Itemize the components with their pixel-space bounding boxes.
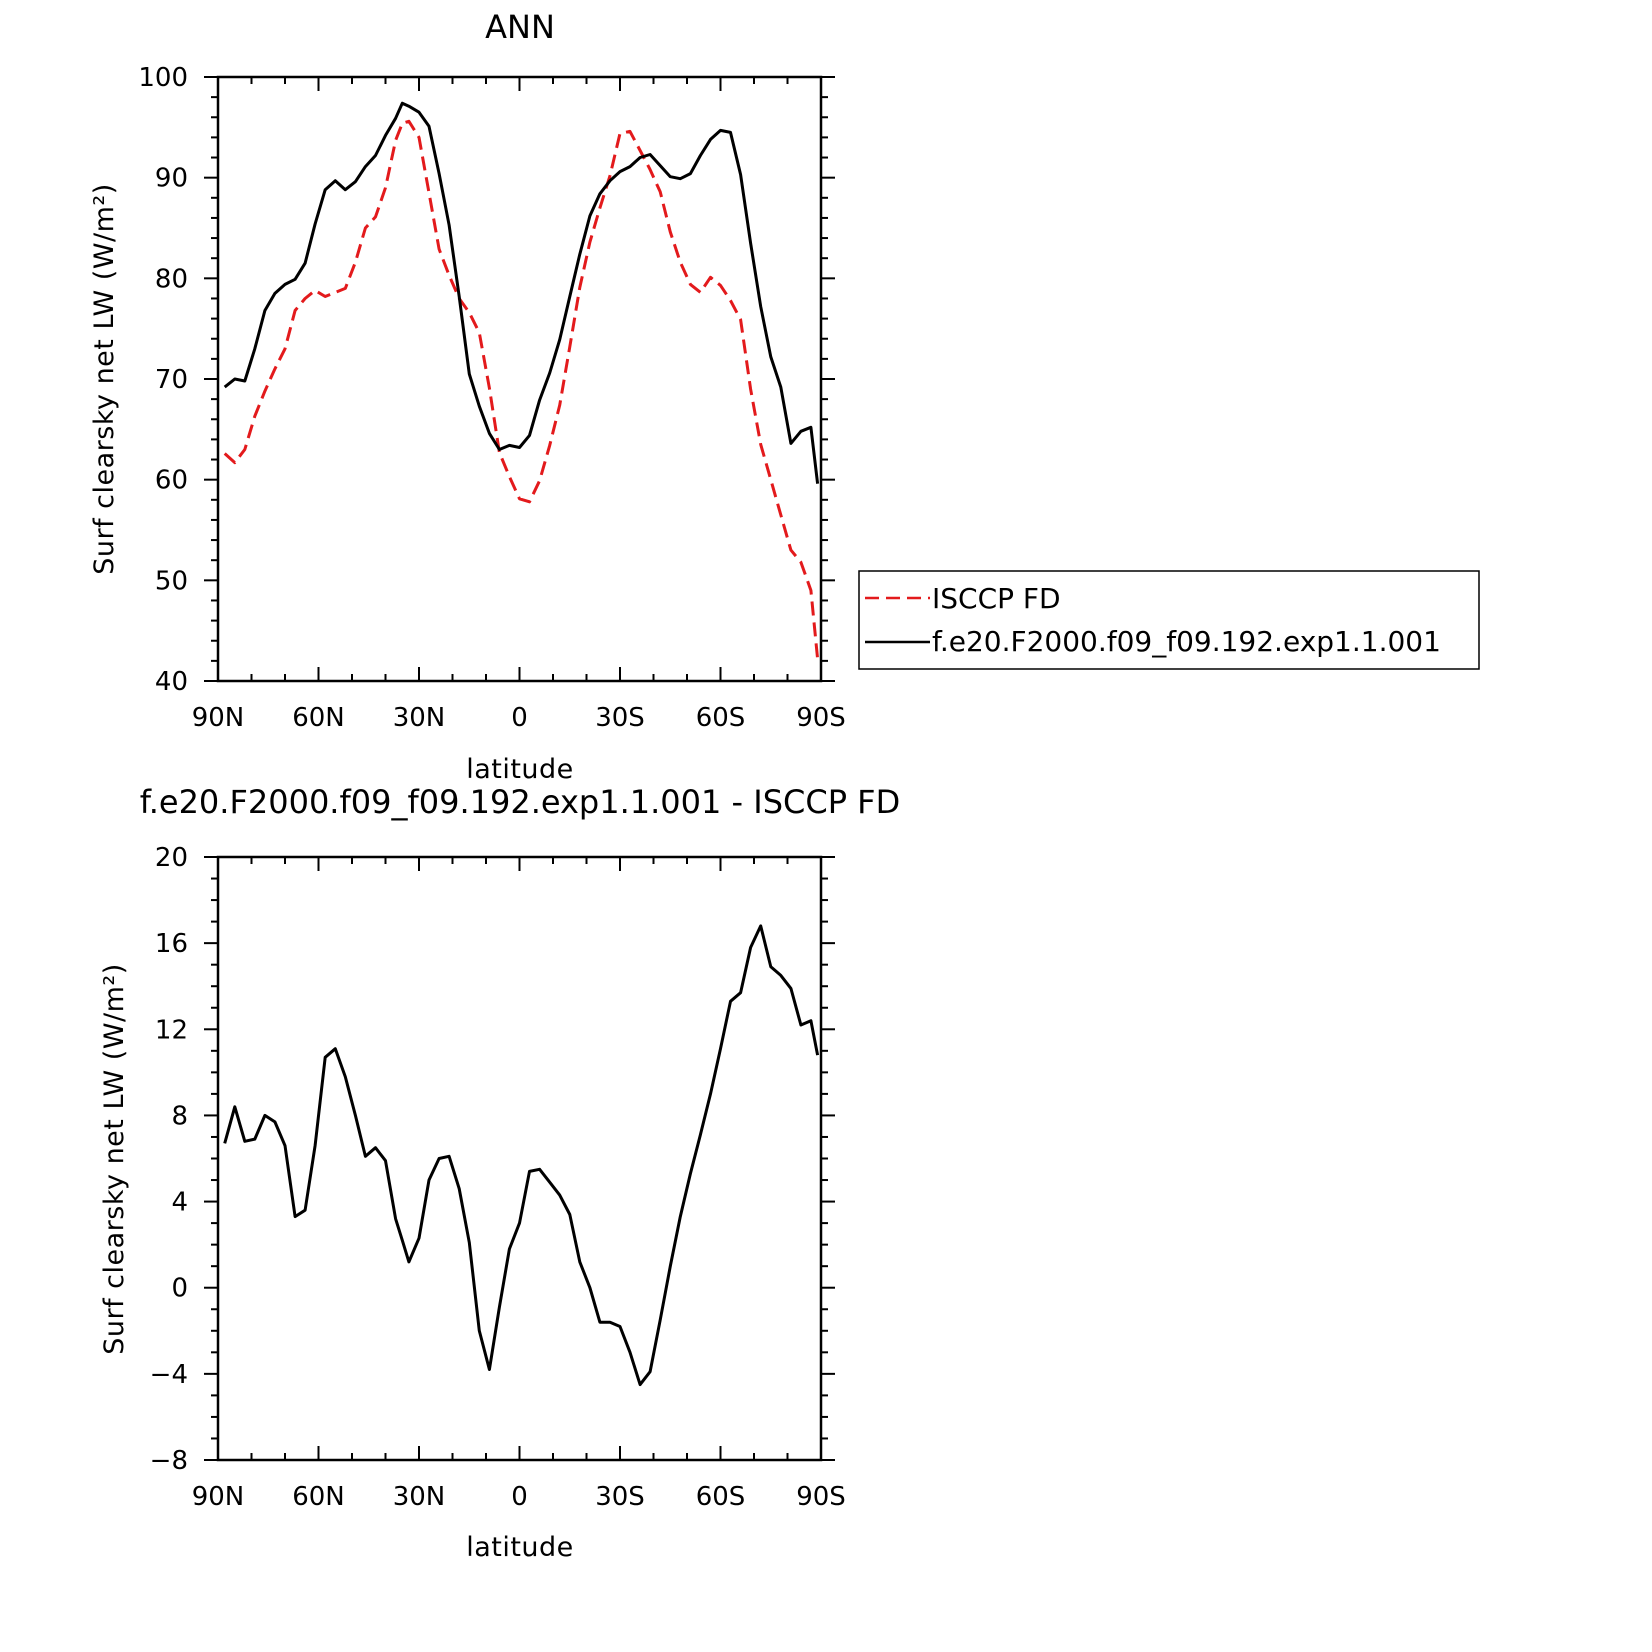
bottom-plot-frame (216, 855, 823, 1462)
legend: ISCCP FD f.e20.F2000.f09_f09.192.exp1.1.… (858, 570, 1480, 670)
top-x-tick-label: 60N (292, 703, 345, 733)
top-x-tick-label: 90N (192, 703, 245, 733)
top-x-tick-label: 30N (393, 703, 446, 733)
bottom-x-tick-label: 90N (192, 1482, 245, 1512)
top-y-tick-label: 40 (155, 667, 188, 697)
top-y-tick-label: 70 (155, 365, 188, 395)
top-x-axis-label: latitude (466, 754, 574, 785)
bottom-y-tick-label: 12 (155, 1015, 188, 1045)
top-y-axis-label: Surf clearsky net LW (W/m²) (89, 183, 120, 575)
bottom-y-tick-label: −8 (150, 1446, 188, 1476)
bottom-y-tick-label: 8 (171, 1101, 188, 1131)
legend-box (858, 570, 1480, 670)
bottom-y-tick-label: 0 (171, 1274, 188, 1304)
top-series-line-isccp (223, 119, 820, 660)
top-x-tick-label: 30S (595, 703, 645, 733)
top-chart-title: ANN (485, 8, 555, 46)
bottom-x-tick-label: 0 (511, 1482, 528, 1512)
top-y-tick-label: 60 (155, 466, 188, 496)
bottom-y-tick-label: −4 (150, 1360, 188, 1390)
top-y-tick-label: 80 (155, 264, 188, 294)
bottom-y-axis-label: Surf clearsky net LW (W/m²) (99, 963, 130, 1355)
bottom-y-tick-label: 20 (155, 843, 188, 873)
top-axis-ticks (204, 76, 835, 682)
bottom-x-tick-label: 60S (696, 1482, 746, 1512)
top-x-tick-label: 0 (511, 703, 528, 733)
bottom-x-tick-label: 60N (292, 1482, 345, 1512)
top-y-tick-label: 100 (138, 63, 188, 93)
top-x-tick-label: 90S (796, 703, 846, 733)
top-y-tick-label: 90 (155, 164, 188, 194)
bottom-series-line-model (223, 924, 820, 1387)
bottom-x-axis-label: latitude (466, 1532, 574, 1563)
bottom-chart-title: f.e20.F2000.f09_f09.192.exp1.1.001 - ISC… (140, 783, 900, 821)
top-y-tick-label: 50 (155, 566, 188, 596)
bottom-x-tick-label: 90S (796, 1482, 846, 1512)
bottom-x-tick-labels: 90N 60N 30N 0 30S 60S 90S (192, 1482, 846, 1512)
top-plot-frame (216, 75, 823, 683)
top-x-tick-labels: 90N 60N 30N 0 30S 60S 90S (192, 703, 846, 733)
top-x-tick-label: 60S (696, 703, 746, 733)
legend-label-isccp: ISCCP FD (932, 582, 1061, 615)
bottom-series-group (223, 924, 820, 1387)
bottom-y-tick-label: 16 (155, 929, 188, 959)
top-series-group (223, 101, 820, 660)
bottom-panel: f.e20.F2000.f09_f09.192.exp1.1.001 - ISC… (99, 783, 900, 1563)
legend-label-model: f.e20.F2000.f09_f09.192.exp1.1.001 (932, 625, 1441, 658)
top-panel: ANN 90N 60N 30N 0 30S 60S 90S 405060708090100 … (89, 8, 846, 785)
bottom-axis-ticks (204, 856, 835, 1461)
top-series-line-model (223, 101, 820, 484)
bottom-y-tick-labels: −8 −4 0 4 8 12 16 20 (150, 843, 188, 1476)
top-y-tick-labels: 40 50 60 70 80 90 100 (138, 63, 188, 697)
bottom-x-tick-label: 30N (393, 1482, 446, 1512)
bottom-x-tick-label: 30S (595, 1482, 645, 1512)
bottom-y-tick-label: 4 (171, 1188, 188, 1218)
